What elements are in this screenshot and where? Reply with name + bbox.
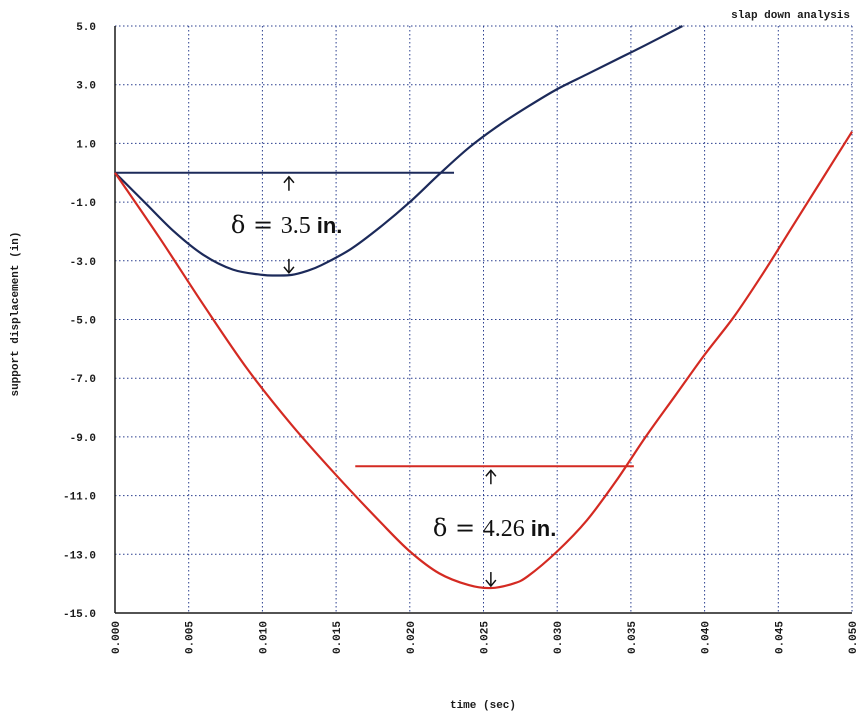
x-tick-labels: 0.000 0.005 0.010 0.015 0.020 0.025 0.030 0.035… [111, 621, 860, 654]
plot-frame [114, 26, 852, 614]
delta-label: δ = 4.26 in. [433, 514, 557, 542]
chart-title: slap down analysis [731, 10, 850, 22]
y-axis-title: support displacement (in) [10, 231, 22, 396]
reference-lines [115, 171, 634, 468]
series-line [114, 25, 683, 277]
delta-arrow-down [485, 572, 497, 588]
y-tick-label: -11.0 [63, 492, 96, 504]
series-line [114, 131, 853, 590]
y-tick-label: 1.0 [76, 139, 96, 151]
y-tick-label: -7.0 [70, 374, 96, 386]
x-tick-label: 0.000 [111, 621, 123, 654]
series-layer [114, 25, 853, 590]
grid [114, 25, 853, 614]
y-tick-label: -5.0 [70, 316, 96, 328]
x-tick-label: 0.020 [406, 621, 418, 654]
y-tick-label: 5.0 [76, 22, 96, 34]
delta-arrow-down [283, 258, 295, 275]
x-tick-label: 0.035 [627, 621, 639, 654]
arrow-head [485, 469, 497, 477]
x-tick-label: 0.005 [185, 621, 197, 654]
y-tick-label: -13.0 [63, 550, 96, 562]
y-tick-label: -1.0 [70, 198, 96, 210]
y-tick-labels: 5.0 3.0 1.0 -1.0 -3.0 -5.0 -7.0 -9.0 -11.0 -13.0 -… [63, 22, 96, 621]
arrow-head [283, 175, 295, 184]
x-tick-label: 0.025 [480, 621, 492, 654]
y-tick-label: 3.0 [76, 81, 96, 93]
delta-arrow-up [485, 469, 497, 485]
y-tick-label: -3.0 [70, 257, 96, 269]
y-tick-label: -9.0 [70, 433, 96, 445]
y-tick-label: -15.0 [63, 609, 96, 621]
x-tick-label: 0.050 [848, 621, 860, 654]
arrow-head [485, 579, 497, 588]
x-tick-label: 0.015 [332, 621, 344, 654]
arrow-head [283, 266, 295, 275]
x-axis-title: time (sec) [450, 700, 516, 712]
x-tick-label: 0.045 [774, 621, 786, 654]
annotations: δ = 3.5 in. δ = 4.26 in. [231, 175, 557, 588]
delta-arrow-up [283, 175, 295, 191]
x-tick-label: 0.040 [701, 621, 713, 654]
delta-label: δ = 3.5 in. [231, 211, 343, 239]
x-tick-label: 0.030 [553, 621, 565, 654]
x-tick-label: 0.010 [258, 621, 270, 654]
